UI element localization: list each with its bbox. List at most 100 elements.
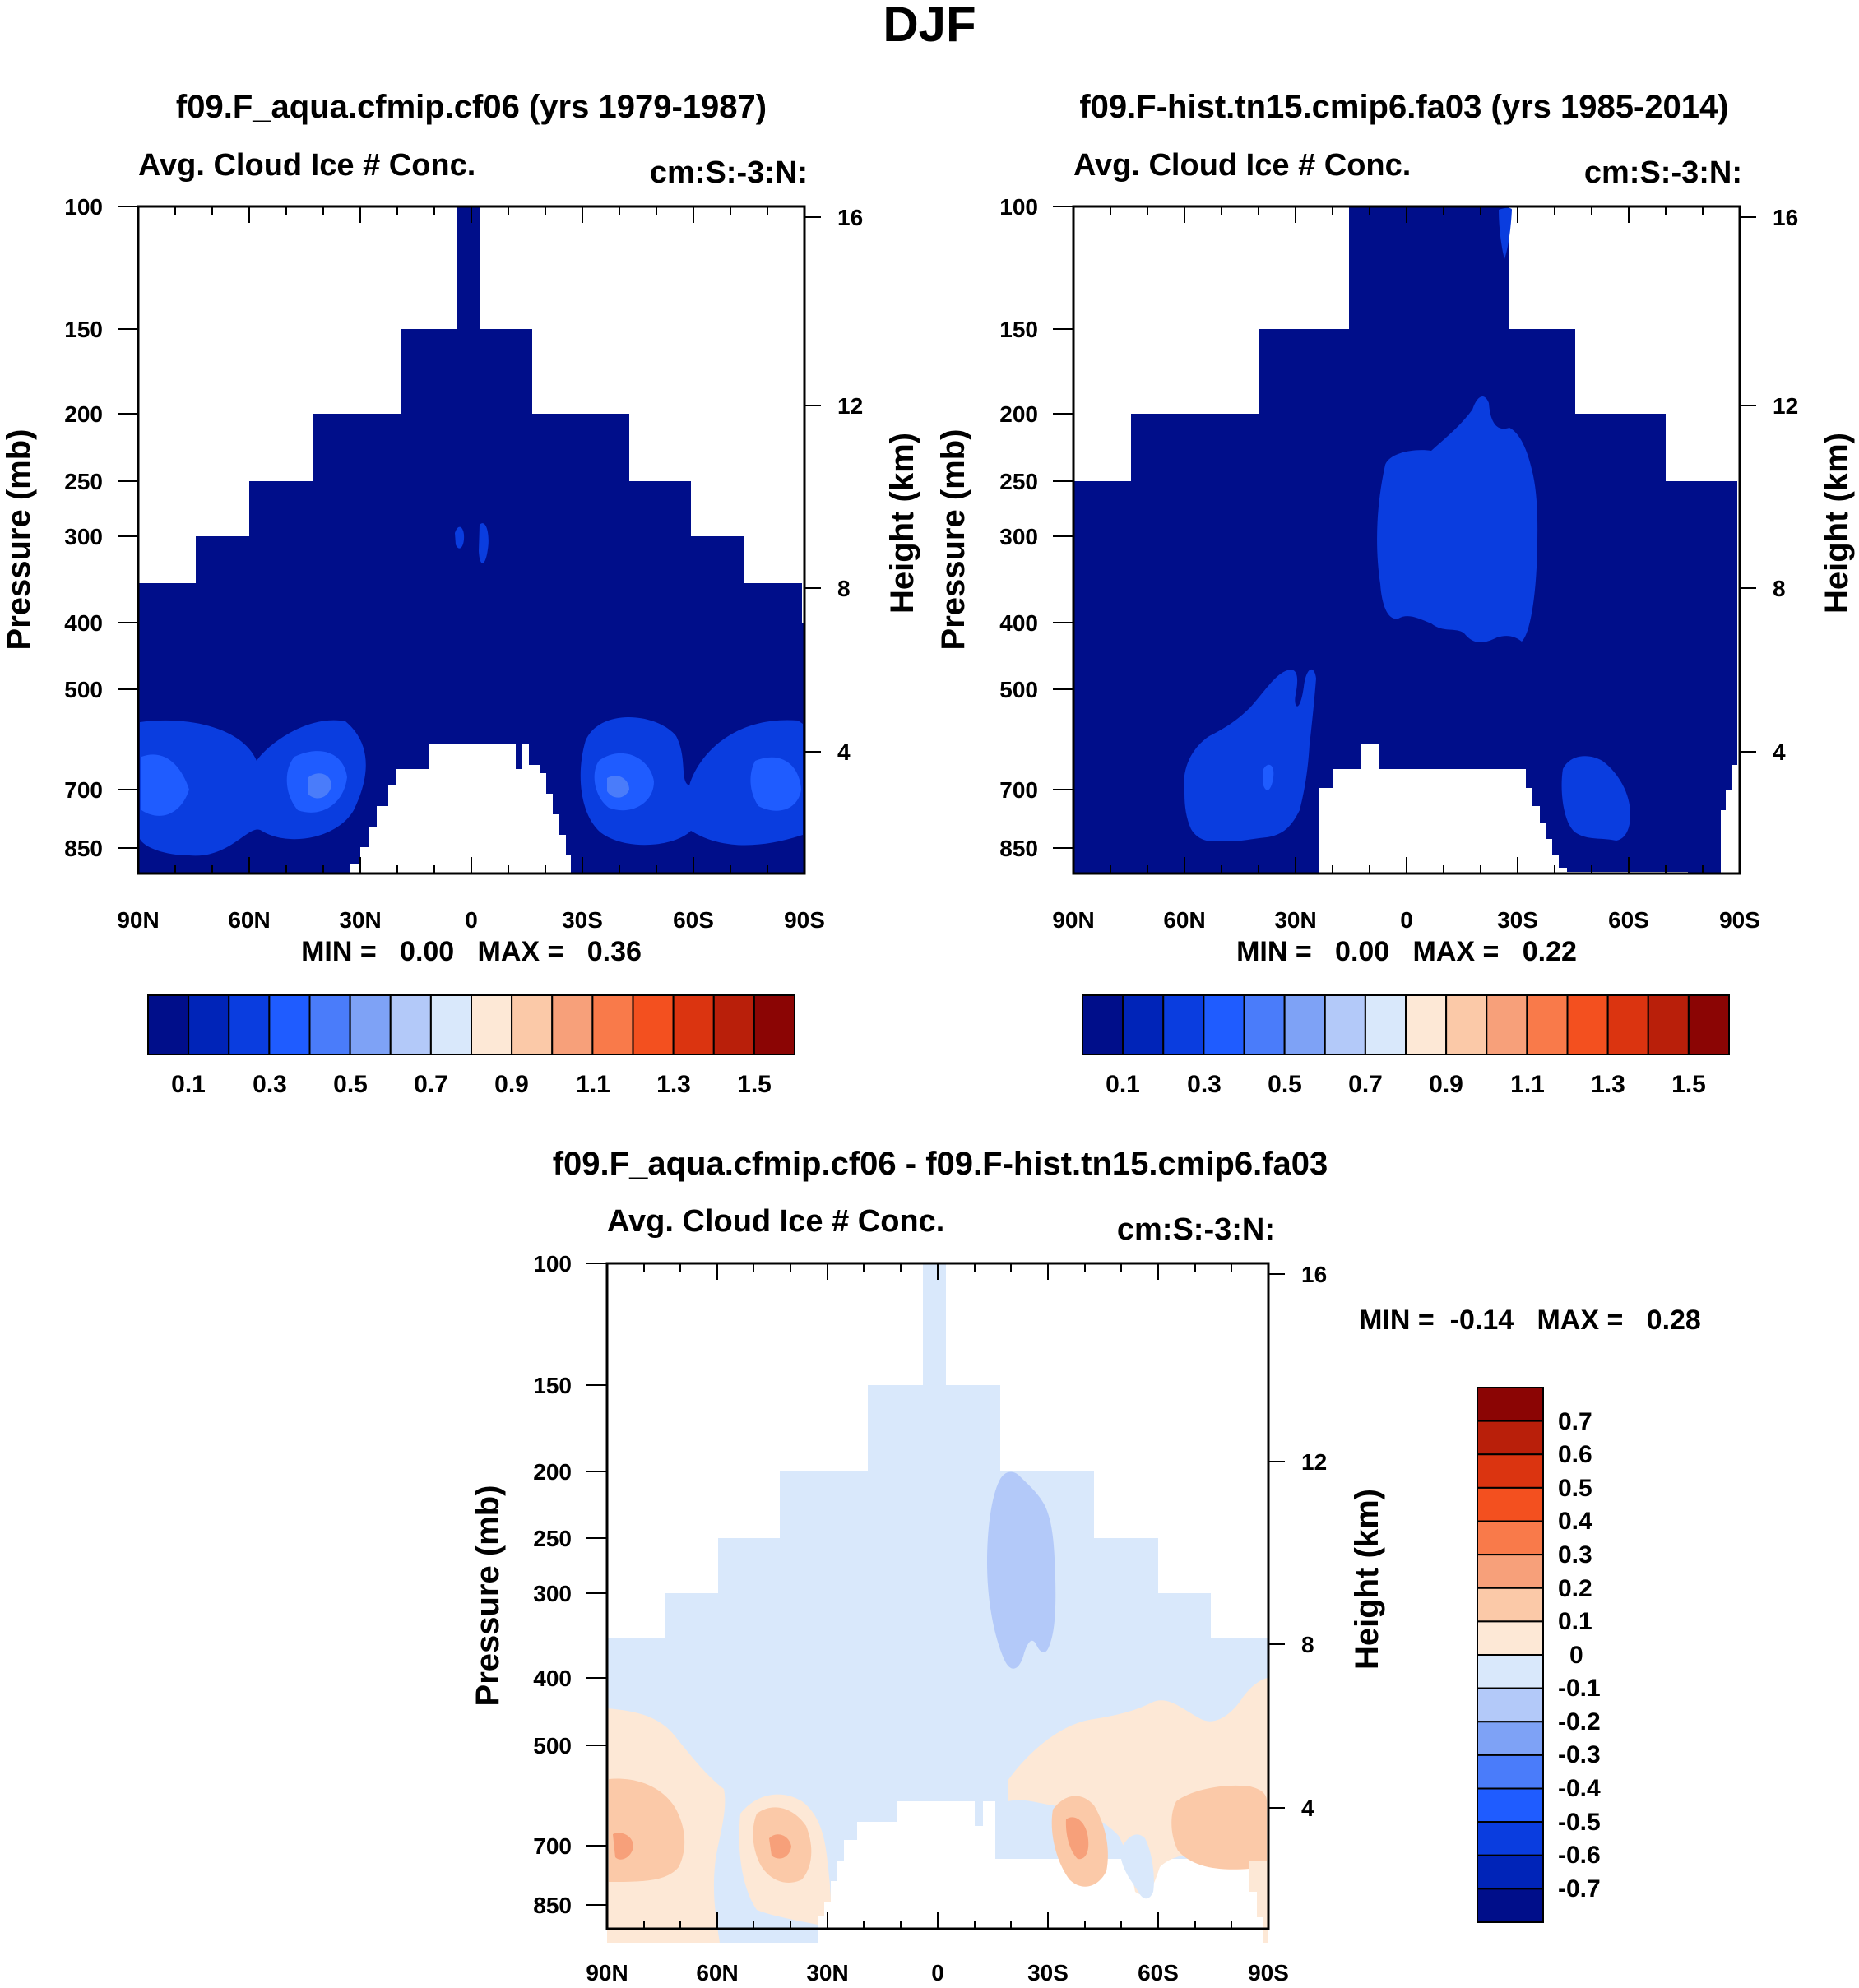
contour-field (607, 1263, 1268, 1943)
colorbar-label: 0 (1569, 1642, 1583, 1669)
x-tick-labels: 90N 60N 30N 0 30S 60S 90S (1052, 907, 1760, 933)
colorbar-label: 0.7 (414, 1071, 448, 1098)
colorbar-box (1647, 994, 1690, 1055)
colorbar-box (551, 994, 594, 1055)
y2-axis-label: Height (km) (1349, 1489, 1385, 1670)
y-ticks (1053, 206, 1073, 849)
colorbar-box (308, 994, 351, 1055)
colorbar-label: -0.2 (1558, 1708, 1601, 1735)
colorbar-label: 0.3 (253, 1071, 287, 1098)
colorbar-boxes (1477, 1387, 1544, 1923)
y2-axis-label: Height (km) (1819, 433, 1855, 614)
x-tick-label: 60S (1138, 1960, 1179, 1986)
contour-level-2 (1499, 207, 1512, 259)
colorbar: 0.1 0.3 0.5 0.7 0.9 1.1 1.3 1.5 (1082, 994, 1730, 1098)
colorbar-box (1477, 1687, 1544, 1723)
colorbar-boxes (147, 994, 795, 1055)
colorbar-box (753, 994, 795, 1055)
min-max-label: MIN = 0.00 MAX = 0.36 (301, 936, 642, 967)
variable-label: Avg. Cloud Ice # Conc. (1073, 148, 1411, 183)
x-tick-label: 0 (1400, 907, 1413, 933)
x-tick-label: 0 (465, 907, 478, 933)
colorbar-label: 1.5 (737, 1071, 772, 1098)
contour-level-4 (308, 773, 331, 799)
y-tick-labels: 100 150 200 250 300 400 500 700 850 (533, 1251, 572, 1918)
x-tick-label: 60N (228, 907, 270, 933)
y2-ticks (1268, 1273, 1285, 1809)
panel-aqua: f09.F_aqua.cfmip.cf06 (yrs 1979-1987) Av… (1, 89, 920, 1098)
colorbar-box (1566, 994, 1609, 1055)
variable-label: Avg. Cloud Ice # Conc. (138, 148, 475, 183)
y-ticks (586, 1263, 607, 1906)
colorbar-box (1477, 1554, 1544, 1589)
colorbar-box (1082, 994, 1124, 1055)
x-tick-label: 90S (1719, 907, 1760, 933)
colorbar-label: 0.1 (171, 1071, 206, 1098)
colorbar: 0.1 0.3 0.5 0.7 0.9 1.1 1.3 1.5 (147, 994, 795, 1098)
colorbar-box (1405, 994, 1448, 1055)
y2-tick-label: 16 (1301, 1262, 1327, 1287)
contour-level-0.2 (1171, 1785, 1267, 1870)
colorbar-labels: 0.1 0.3 0.5 0.7 0.9 1.1 1.3 1.5 (1106, 1071, 1706, 1098)
colorbar-label: 0.5 (1558, 1475, 1592, 1502)
x-tick-labels: 90N 60N 30N 0 30S 60S 90S (117, 907, 825, 933)
x-tick-label: 90N (586, 1960, 628, 1986)
colorbar-box (1445, 994, 1488, 1055)
y-axis-label: Pressure (mb) (1, 429, 37, 651)
y-tick-label: 100 (64, 194, 103, 220)
x-major-ticks (1073, 206, 1741, 874)
colorbar-box (389, 994, 432, 1055)
colorbar-label: 0.7 (1558, 1408, 1592, 1435)
panel-hist: f09.F-hist.tn15.cmip6.fa03 (yrs 1985-201… (935, 89, 1855, 1098)
contour-level-2 (479, 523, 489, 563)
colorbar-box (349, 994, 392, 1055)
colorbar-label: -0.3 (1558, 1741, 1601, 1768)
colorbar-label: 0.1 (1106, 1071, 1140, 1098)
colorbar-box (1477, 1654, 1544, 1689)
colorbar-label: 0.6 (1558, 1441, 1592, 1468)
colorbar-box (1243, 994, 1286, 1055)
colorbar-box (591, 994, 634, 1055)
figure-title: DJF (883, 0, 976, 52)
x-minor-ticks (1110, 206, 1704, 874)
colorbar-box (1486, 994, 1528, 1055)
y2-ticks (804, 216, 821, 753)
colorbar-box (1203, 994, 1245, 1055)
x-tick-label: 30S (562, 907, 603, 933)
x-tick-label: 0 (931, 1960, 944, 1986)
colorbar-label: 1.5 (1671, 1071, 1706, 1098)
y-tick-label: 300 (999, 524, 1038, 549)
contour-level-3 (1263, 764, 1274, 790)
colorbar-label: 0.2 (1558, 1575, 1592, 1602)
x-tick-label: 30N (1274, 907, 1316, 933)
colorbar-label: 0.1 (1558, 1608, 1592, 1635)
colorbar-box (147, 994, 190, 1055)
colorbar-box (471, 994, 513, 1055)
y2-tick-label: 16 (1773, 205, 1798, 230)
colorbar-box (228, 994, 271, 1055)
contour-level-4 (607, 776, 629, 798)
x-tick-label: 30S (1497, 907, 1538, 933)
x-tick-label: 60N (1163, 907, 1205, 933)
plot-frame (1053, 205, 1756, 875)
y-tick-label: 400 (533, 1666, 572, 1691)
x-tick-label: 90S (784, 907, 825, 933)
x-minor-ticks (643, 1263, 1232, 1929)
colorbar-label: 0.5 (1268, 1071, 1302, 1098)
y-tick-label: 300 (533, 1581, 572, 1606)
colorbar-box (1477, 1754, 1544, 1790)
y-tick-label: 100 (999, 194, 1038, 220)
colorbar-box (712, 994, 755, 1055)
x-tick-labels: 90N 60N 30N 0 30S 60S 90S (586, 1960, 1289, 1986)
contour-level-3 (750, 757, 801, 811)
colorbar-box (429, 994, 472, 1055)
colorbar-label: -0.1 (1558, 1675, 1601, 1702)
panel-title: f09.F_aqua.cfmip.cf06 (yrs 1979-1987) (176, 89, 767, 125)
y2-tick-label: 12 (1301, 1449, 1327, 1475)
colorbar-box (1477, 1453, 1544, 1489)
colorbar-label: 1.3 (1591, 1071, 1625, 1098)
contour-level-0.1 (1008, 1678, 1268, 1943)
colorbar-label: 1.3 (656, 1071, 691, 1098)
y-tick-label: 500 (64, 677, 103, 702)
x-tick-label: 60N (696, 1960, 738, 1986)
